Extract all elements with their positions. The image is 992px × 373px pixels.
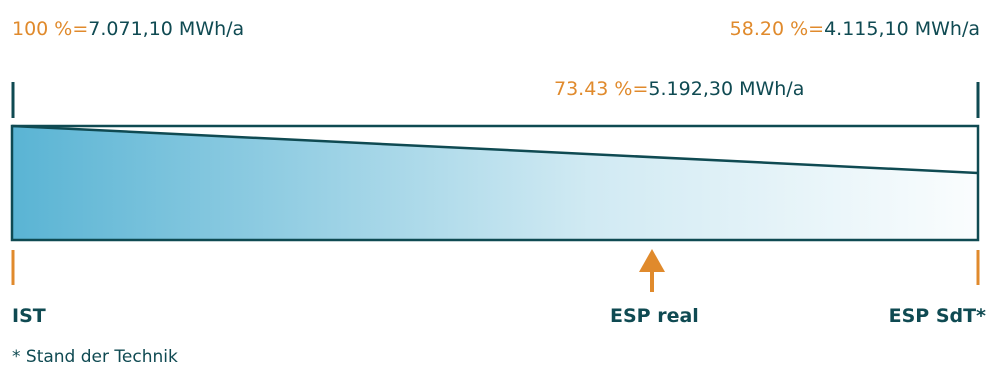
real-value-label: 73.43 %=5.192,30 MWh/a	[554, 80, 804, 99]
real-amount: 5.192,30 MWh/a	[648, 78, 805, 100]
bar-frame	[10, 124, 980, 242]
footnote: * Stand der Technik	[12, 347, 178, 367]
sdt-percent: 58.20 %	[729, 18, 809, 40]
ist-value-label: 100 %=7.071,10 MWh/a	[12, 20, 244, 39]
sdt-amount: 4.115,10 MWh/a	[824, 18, 980, 40]
reduction-area	[12, 126, 978, 240]
ist-amount: 7.071,10 MWh/a	[88, 18, 245, 40]
sdt-equals: =	[808, 18, 825, 40]
ist-percent: 100 %	[12, 18, 73, 40]
reduction-line	[11, 124, 979, 175]
real-percent: 73.43 %	[554, 78, 633, 100]
real-equals: =	[632, 78, 649, 100]
esp-real-marker-label: ESP real	[610, 305, 699, 327]
ist-marker-label: IST	[12, 305, 46, 327]
esp-sdt-marker-label: ESP SdT*	[888, 305, 986, 327]
esp-real-arrow	[639, 249, 665, 292]
sdt-value-label: 58.20 %=4.115,10 MWh/a	[730, 20, 980, 39]
ist-equals: =	[72, 18, 89, 40]
